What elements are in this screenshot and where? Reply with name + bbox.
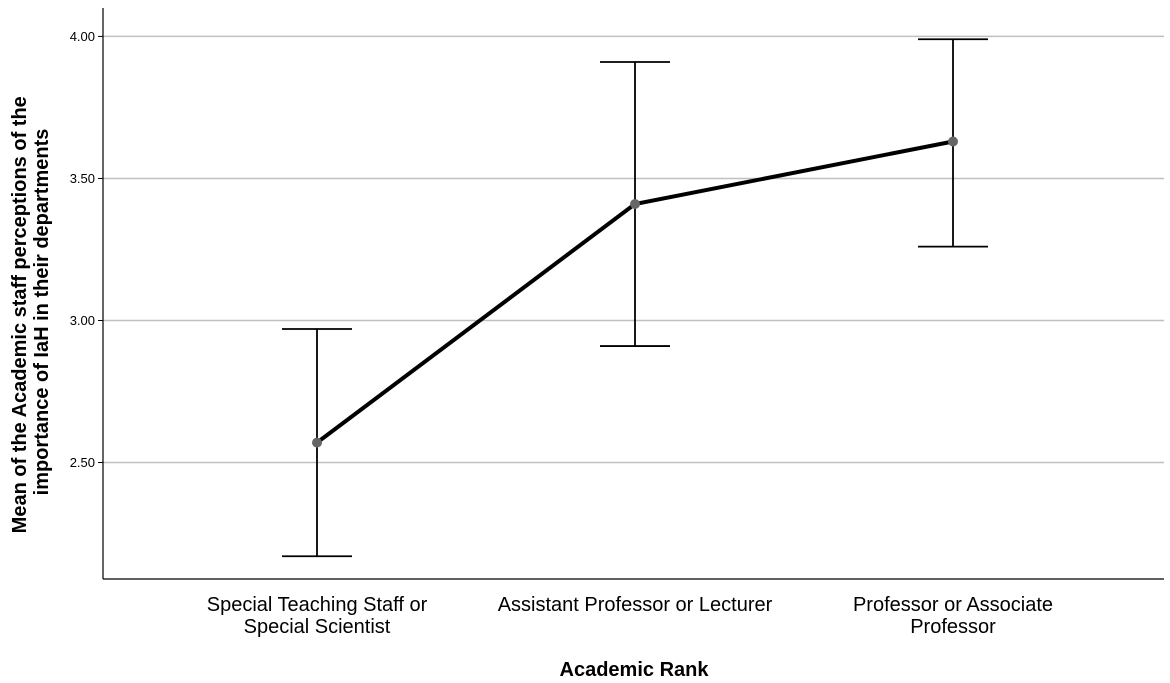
y-tick-label: 3.00 [70,313,95,328]
x-category-label-line: Special Scientist [244,616,391,638]
gridlines [103,35,1164,464]
x-category-labels: Special Teaching Staff or Special Scienti… [207,594,1053,638]
x-category-label-line: Assistant Professor or Lecturer [498,594,773,616]
y-tick-label: 2.50 [70,455,95,470]
error-bars [282,38,988,558]
y-axis-title-line-2: importance of IaH in their departments [31,129,53,496]
y-tick-labels: 2.50 3.00 3.50 4.00 [70,29,95,470]
y-axis-title-line-1: Mean of the Academic staff perceptions o… [9,96,31,533]
y-tick-label: 3.50 [70,171,95,186]
mean-point [948,136,958,147]
x-category-label: Professor or Associate Professor [853,594,1053,638]
y-tick-label: 4.00 [70,29,95,44]
x-category-label: Assistant Professor or Lecturer [498,594,773,616]
x-category-label: Special Teaching Staff or Special Scienti… [207,594,428,638]
y-axis-title: Mean of the Academic staff perceptions o… [9,91,53,534]
x-category-label-line: Special Teaching Staff or [207,594,428,616]
x-category-label-line: Professor or Associate [853,594,1053,616]
mean-markers [312,136,958,448]
mean-point [630,199,640,210]
mean-point [312,437,322,448]
axes [98,8,1164,580]
x-axis-title: Academic Rank [560,659,710,681]
x-category-label-line: Professor [910,616,996,638]
